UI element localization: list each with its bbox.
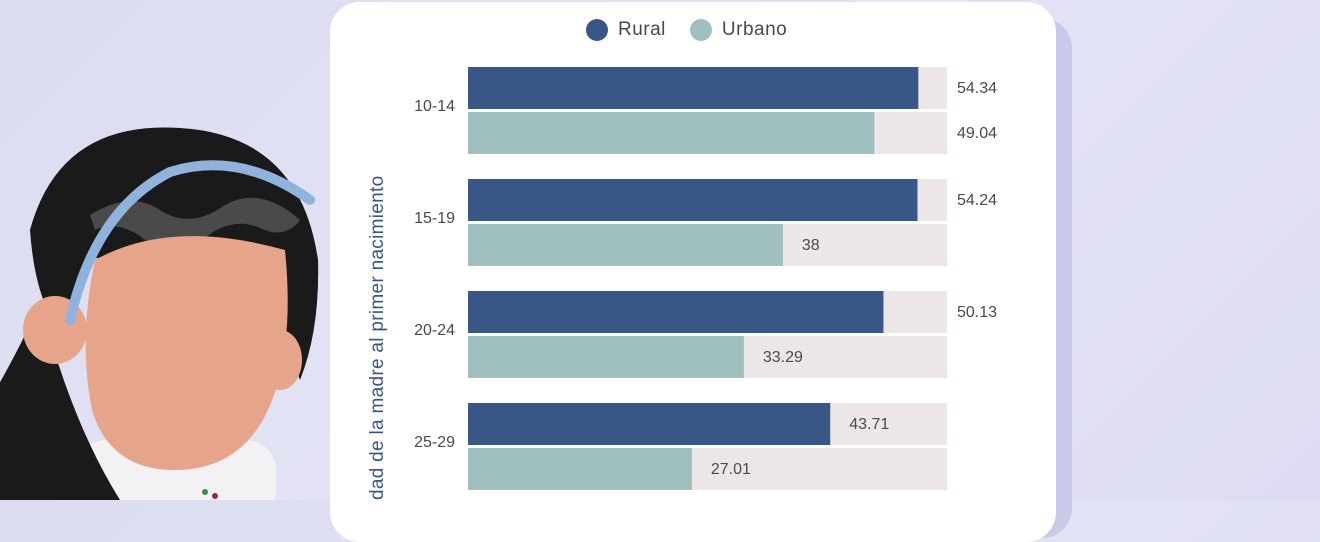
legend-item-rural: Rural (586, 19, 666, 41)
value-label-bg (791, 224, 947, 266)
category-label-25-29: 25-29 (414, 434, 455, 451)
legend-swatch-urbano (689, 19, 712, 41)
bar-rural-20-24 (468, 291, 884, 333)
value-label-urbano-25-29: 27.01 (711, 461, 751, 478)
category-label-10-14: 10-14 (414, 98, 455, 115)
face-shape (85, 236, 288, 470)
bar-rural-10-14 (468, 67, 919, 109)
bar-rural-15-19 (468, 179, 918, 221)
value-label-bg (752, 336, 947, 378)
blouse-dot (212, 493, 218, 499)
value-label-urbano-15-19: 38 (802, 237, 820, 254)
value-label-rural-15-19: 54.24 (957, 192, 997, 209)
legend-swatch-rural (586, 19, 608, 41)
legend-label-rural: Rural (618, 19, 666, 40)
value-label-urbano-10-14: 49.04 (957, 125, 997, 142)
blouse-dot (202, 489, 208, 495)
legend: Rural Urbano (586, 16, 811, 44)
category-label-15-19: 15-19 (414, 210, 455, 227)
bar-urbano-10-14 (468, 112, 875, 154)
bar-rural-25-29 (468, 403, 831, 445)
girl-illustration (0, 127, 319, 500)
legend-item-urbano: Urbano (689, 19, 788, 41)
headband-shape (65, 160, 315, 325)
category-label-20-24: 20-24 (414, 322, 455, 339)
bar-urbano-20-24 (468, 336, 744, 378)
hair-wave (90, 197, 300, 251)
bar-urbano-25-29 (468, 448, 692, 490)
legend-label-urbano: Urbano (721, 19, 788, 40)
bar-urbano-15-19 (468, 224, 783, 266)
value-label-rural-20-24: 50.13 (957, 304, 997, 321)
bar-chart: 10-14 54.34 49.04 15-19 54.24 38 20-24 50.13 33.… (414, 67, 997, 490)
value-label-rural-10-14: 54.34 (957, 80, 997, 97)
value-label-urbano-20-24: 33.29 (763, 349, 803, 366)
value-label-bg (700, 448, 947, 490)
value-label-bg (839, 403, 947, 445)
hair-shape (30, 127, 319, 380)
value-label-rural-25-29: 43.71 (849, 416, 889, 433)
